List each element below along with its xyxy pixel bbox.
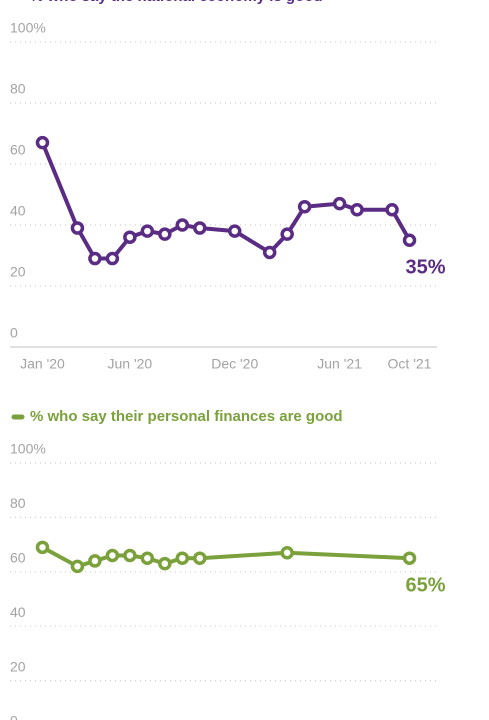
x-tick-label: Jun '20	[108, 356, 153, 372]
data-point	[332, 196, 347, 211]
y-tick-label: 80	[10, 495, 26, 511]
data-point	[402, 551, 417, 565]
data-point	[280, 227, 294, 241]
value-label: 35%	[406, 257, 446, 279]
data-point	[350, 203, 364, 217]
data-point	[402, 233, 417, 247]
data-point	[123, 230, 137, 244]
data-point	[158, 556, 172, 571]
y-tick-label: 60	[10, 550, 26, 566]
data-point	[175, 218, 190, 232]
y-tick-label: 100%	[10, 20, 46, 36]
y-tick-label: 100%	[10, 441, 46, 457]
data-point	[385, 203, 399, 217]
data-point	[105, 251, 120, 266]
data-point	[35, 135, 50, 150]
y-tick-label: 40	[10, 203, 26, 219]
data-point	[140, 551, 155, 565]
data-point	[193, 221, 207, 235]
y-tick-label: 0	[10, 713, 18, 720]
y-tick-label: 0	[10, 325, 18, 341]
data-point	[175, 551, 190, 565]
value-label: 65%	[406, 574, 446, 596]
x-tick-label: Dec '20	[211, 356, 258, 372]
y-tick-label: 20	[10, 264, 26, 280]
data-point	[280, 546, 294, 560]
x-tick-label: Jan '20	[20, 356, 65, 372]
y-tick-label: 80	[10, 81, 26, 97]
data-point	[297, 199, 312, 214]
data-point	[105, 548, 120, 563]
data-point	[70, 559, 85, 574]
chart-title: % who say the national economy is good	[30, 0, 323, 5]
y-tick-label: 40	[10, 604, 26, 620]
data-point	[88, 251, 102, 266]
chart-title: % who say their personal finances are go…	[30, 408, 343, 425]
x-tick-label: Oct '21	[388, 356, 432, 372]
data-point	[88, 554, 102, 568]
y-tick-label: 20	[10, 658, 26, 674]
data-point	[35, 540, 50, 555]
data-line	[40, 141, 412, 261]
data-point	[140, 224, 155, 238]
x-tick-label: Jun '21	[317, 356, 362, 372]
data-point	[262, 245, 277, 260]
data-point	[193, 551, 207, 565]
data-point	[70, 221, 85, 235]
data-point	[123, 548, 137, 563]
y-tick-label: 60	[10, 142, 26, 158]
data-point	[158, 227, 172, 241]
data-point	[227, 224, 242, 238]
